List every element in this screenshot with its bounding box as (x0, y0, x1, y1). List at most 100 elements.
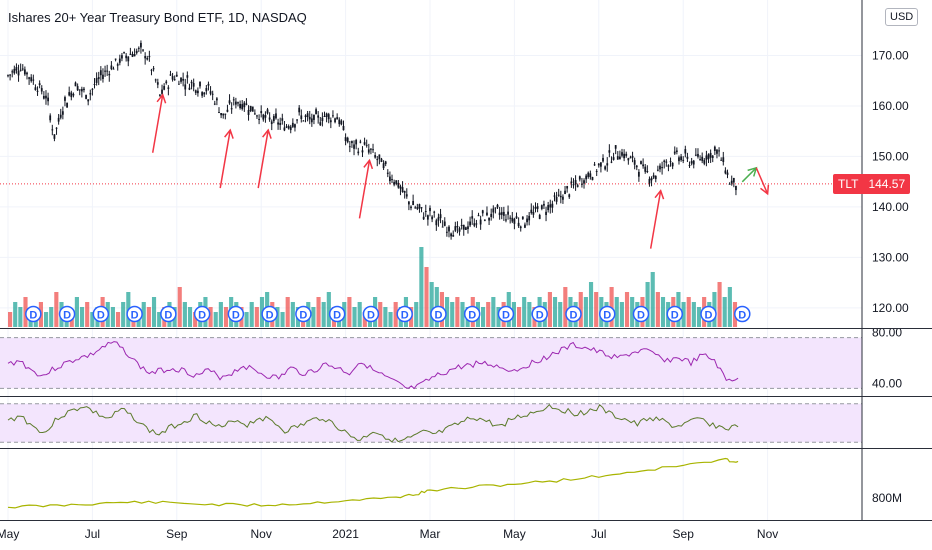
time-tick-label: Jul (85, 527, 100, 541)
volume-bar (722, 297, 727, 327)
candle-body (57, 117, 60, 122)
currency-button[interactable]: USD (885, 8, 919, 26)
candle-body (323, 116, 326, 118)
candle-body (464, 227, 467, 230)
candle-body (526, 218, 528, 223)
candle-body (732, 178, 735, 183)
volume-bar (290, 302, 295, 327)
candle-body (133, 53, 136, 57)
candle-body (287, 126, 290, 129)
candle-body (604, 166, 607, 170)
volume-bar (141, 302, 146, 327)
candle-body (355, 140, 358, 145)
volume-bar (223, 307, 229, 327)
candle-body (424, 210, 427, 212)
candle-body (635, 165, 638, 168)
candle-body (384, 161, 387, 165)
candle-body (93, 83, 96, 85)
candle-body (414, 207, 417, 209)
dividend-marker (295, 305, 312, 323)
candle-body (80, 88, 83, 92)
candle-body (540, 205, 543, 209)
candle-body (703, 160, 706, 164)
last-price-value: 144.57 (868, 176, 906, 191)
candle-body (570, 181, 573, 184)
candle-body (171, 76, 174, 80)
red-up-arrow (649, 190, 662, 249)
dividend-marker-label: D (333, 310, 341, 322)
candle-body (319, 122, 322, 126)
candle-body (148, 55, 151, 58)
candle-body (448, 226, 450, 232)
candle-body (498, 212, 501, 216)
dividend-marker-label: D (63, 310, 71, 322)
volume-bar (249, 302, 254, 327)
candle-body (17, 70, 20, 76)
candle-body (600, 162, 602, 167)
red-down-arrow-head (760, 184, 770, 196)
candle-body (623, 153, 626, 159)
volume-bar (491, 297, 496, 327)
candle-body (315, 109, 317, 115)
candle-body (547, 205, 550, 211)
volume-bar (558, 302, 563, 327)
candle-body (441, 226, 444, 228)
candle-body (317, 115, 320, 118)
candle-body (661, 167, 663, 169)
volume-bar (244, 312, 249, 327)
candle-body (722, 157, 725, 162)
volume-bar (213, 312, 218, 327)
candle-body (678, 157, 680, 162)
candle-body (83, 88, 85, 91)
candle-body (713, 146, 716, 151)
candle-body (211, 93, 214, 95)
candle-body (332, 115, 334, 117)
candle-body (418, 204, 421, 209)
candle-body (32, 79, 35, 81)
volume-bar (696, 307, 702, 327)
volume-bar (588, 282, 594, 327)
candle-body (169, 74, 172, 76)
volume-bar (419, 247, 424, 327)
volume-bar (522, 297, 527, 327)
candle-body (551, 203, 554, 208)
candle-body (572, 184, 575, 186)
candle-body (116, 64, 119, 66)
dividend-marker-label: D (299, 310, 307, 322)
volume-bar (151, 297, 157, 327)
red-up-arrow (151, 94, 164, 153)
price-tick-label: 160.00 (872, 99, 909, 113)
candle-body (180, 77, 182, 82)
time-tick-label: May (0, 527, 19, 541)
dividend-marker-label: D (232, 310, 240, 322)
volume-bar (547, 292, 552, 327)
candle-body (648, 178, 651, 184)
volume-bar (424, 267, 429, 327)
candle-body (21, 68, 24, 70)
candle-body (496, 204, 499, 208)
candle-body (47, 97, 49, 102)
time-tick-label: Sep (673, 527, 695, 541)
volume-bar (681, 302, 686, 327)
candle-body (439, 214, 442, 219)
candle-body (283, 127, 286, 131)
volume-bar (655, 292, 660, 327)
volume-bar (578, 292, 583, 327)
drawing-annotations[interactable] (151, 93, 770, 249)
candle-body (186, 75, 189, 78)
candle-body (545, 211, 547, 216)
candle-body (481, 210, 484, 214)
candle-body (378, 154, 381, 159)
candle-body (66, 102, 68, 108)
volume-bar (393, 302, 398, 327)
candle-body (716, 149, 718, 154)
candle-body (486, 212, 488, 216)
candle-body (372, 149, 374, 151)
candle-body (646, 171, 649, 173)
candle-body (532, 211, 535, 215)
candle-body (692, 160, 695, 165)
dividend-marker (362, 305, 380, 323)
candle-body (294, 124, 296, 128)
